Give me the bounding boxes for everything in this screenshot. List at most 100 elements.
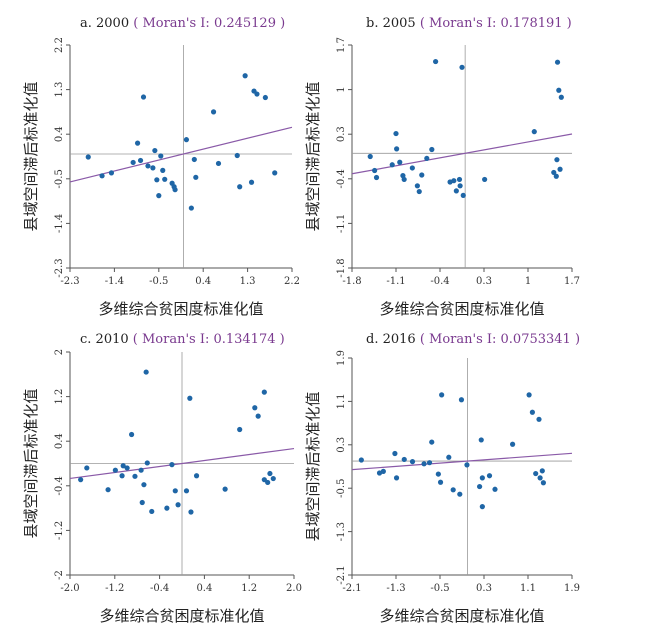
data-point [409, 165, 415, 171]
data-point [456, 176, 463, 183]
regression-line [69, 126, 293, 183]
data-point [162, 176, 168, 182]
data-point [270, 475, 276, 482]
data-point [193, 473, 200, 479]
data-point [210, 109, 217, 115]
data-point [457, 491, 463, 497]
data-point [141, 482, 147, 488]
data-point [154, 177, 160, 183]
data-point [529, 409, 536, 415]
data-point [373, 174, 380, 181]
data-point [416, 188, 422, 195]
panel-1: a. 2000 ( Moran's I: 0.245129 ) -2.3 -1.4 -… [22, 16, 300, 318]
data-point [164, 505, 170, 511]
y-tick-label: -2.3 [54, 258, 65, 277]
x-tick-label: -2.3 [60, 276, 79, 287]
x-axis-label: 多维综合贫困度标准化值 [98, 300, 263, 318]
x-axis-label: 多维综合贫困度标准化值 [379, 607, 544, 625]
data-point [539, 468, 545, 474]
data-point [429, 439, 435, 445]
data-point [464, 462, 470, 468]
data-point [460, 192, 466, 198]
data-point [392, 450, 398, 457]
data-point [457, 183, 463, 189]
data-point [129, 431, 135, 438]
data-point [124, 465, 130, 471]
y-axis-label: 县域空间滞后标准化值 [304, 391, 322, 541]
panel-title: d. 2016 ( Moran's I: 0.0753341 ) [366, 332, 580, 347]
data-point [120, 463, 126, 469]
regression-line [69, 447, 295, 480]
data-point [254, 91, 260, 97]
y-axis-label: 县域空间滞后标准化值 [304, 81, 322, 231]
y-tick-label: 0.3 [336, 437, 347, 453]
x-axis-label: 多维综合贫困度标准化值 [379, 300, 544, 318]
data-point [144, 460, 150, 466]
data-point [191, 156, 197, 163]
y-tick-label: 1.3 [54, 82, 65, 98]
panel-title: b. 2005 ( Moran's I: 0.178191 ) [366, 16, 572, 31]
data-point [531, 129, 537, 135]
data-point [414, 183, 420, 189]
data-point [252, 405, 258, 411]
data-point [265, 479, 271, 486]
data-point [248, 179, 255, 185]
data-point [242, 73, 248, 79]
data-point [397, 159, 403, 165]
data-point [130, 159, 136, 166]
x-tick-label: -1.2 [105, 583, 124, 594]
x-tick-label: 1.3 [240, 276, 256, 287]
data-point [536, 416, 542, 422]
data-point [261, 389, 267, 395]
data-point [112, 467, 118, 473]
data-point [439, 392, 445, 398]
regression-line [351, 133, 573, 175]
panel-title: a. 2000 ( Moran's I: 0.245129 ) [80, 16, 285, 31]
y-tick-label: -0.5 [336, 479, 347, 498]
data-point [85, 154, 91, 160]
data-point [183, 488, 190, 494]
y-tick-label: 1.7 [336, 37, 347, 53]
data-point [145, 163, 151, 169]
data-point [255, 413, 261, 419]
moran-label: ( Moran's I: 0.0753341 ) [420, 332, 580, 347]
y-tick-label: 0.3 [336, 126, 347, 142]
panel-2: b. 2005 ( Moran's I: 0.178191 ) -1.8 -1.1 -… [304, 16, 580, 318]
data-point [262, 94, 268, 101]
data-point [421, 461, 427, 467]
data-point [143, 369, 149, 375]
data-point [132, 473, 138, 479]
data-point [479, 475, 485, 481]
x-tick-label: 0.4 [196, 583, 212, 594]
panel-4: d. 2016 ( Moran's I: 0.0753341 ) -2.1 -1.3… [304, 332, 580, 625]
data-point [152, 147, 158, 154]
y-tick-label: -1.8 [336, 258, 347, 277]
x-tick-label: 0.3 [476, 276, 492, 287]
data-point [172, 488, 178, 494]
y-tick-label: 1.2 [54, 389, 65, 405]
panel-label: d. 2016 [366, 332, 420, 347]
data-point [222, 486, 228, 492]
y-tick-label: 2 [54, 349, 65, 355]
data-point [389, 162, 395, 168]
data-point [138, 467, 144, 473]
data-point [372, 167, 378, 174]
y-tick-label: 1.1 [336, 393, 347, 409]
data-point [509, 441, 516, 447]
y-tick-label: -0.5 [54, 169, 65, 188]
data-point [526, 392, 532, 398]
data-point [393, 130, 399, 137]
data-point [533, 470, 539, 477]
data-point [553, 173, 559, 179]
x-tick-label: 1.9 [564, 583, 580, 594]
data-point [486, 473, 493, 479]
data-point [358, 457, 364, 463]
data-point [409, 459, 416, 465]
data-point [193, 174, 199, 180]
x-axis-label: 多维综合贫困度标准化值 [99, 607, 264, 625]
panel-label: b. 2005 [366, 16, 420, 31]
data-point [482, 176, 488, 183]
data-point [479, 504, 485, 510]
data-point [556, 87, 562, 93]
